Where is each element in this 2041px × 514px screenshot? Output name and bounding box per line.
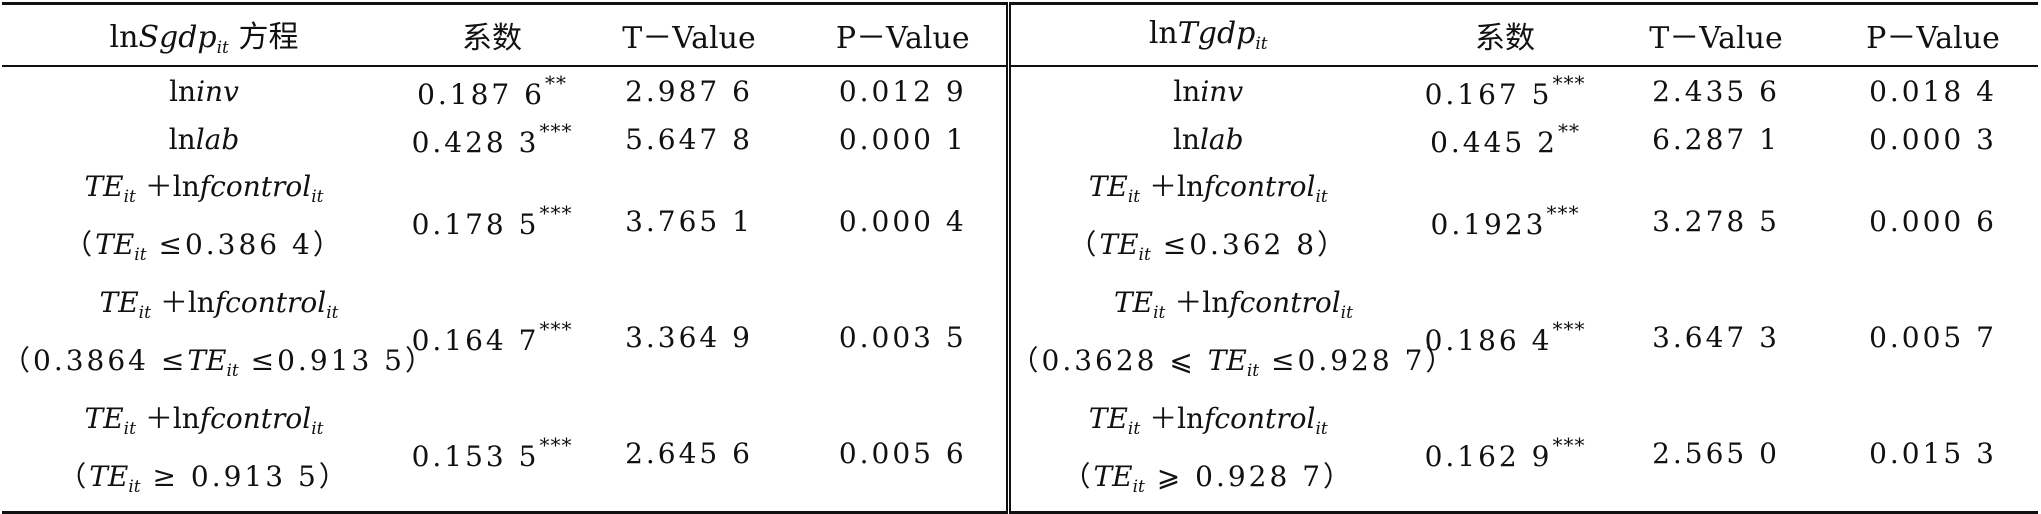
header-left-coef: 系数 [406, 2, 578, 67]
tvalue-cell: 3.647 3 [1652, 320, 1780, 354]
pvalue-cell: 0.005 7 [1869, 320, 1997, 354]
tvalue-cell: 2.987 6 [625, 74, 753, 108]
pvalue-cell: 0.000 1 [800, 115, 1011, 163]
header-left-pvalue: P－Value [800, 2, 1011, 67]
pvalue-cell: 0.015 3 [1828, 395, 2038, 514]
tvalue-cell: 6.287 1 [1652, 122, 1780, 156]
row-label: lninv [169, 74, 239, 108]
tvalue-cell: 2.435 6 [1652, 74, 1780, 108]
tvalue-cell: 5.647 8 [625, 122, 753, 156]
table-row: lninv 0.187 6** 2.987 6 0.012 9 lninv 0.… [2, 66, 2038, 115]
row-label: TEit ＋lnfcontrolit （0.3628 ⩽ TEit ≤0.928… [1010, 286, 1457, 381]
tvalue-cell: 3.765 1 [625, 204, 753, 238]
pvalue-cell: 0.012 9 [800, 66, 1011, 115]
header-row: lnSgdpit 方程 系数 T－Value P－Value lnTgdpit … [2, 2, 2038, 67]
tvalue-cell: 2.565 0 [1604, 395, 1828, 514]
coef-cell: 0.167 5*** [1424, 71, 1586, 111]
header-right-equation: lnTgdpit [1008, 2, 1406, 67]
pvalue-cell: 0.018 4 [1869, 74, 1997, 108]
table-row: lnlab 0.428 3*** 5.647 8 0.000 1 lnlab 0… [2, 115, 2038, 163]
coef-cell: 0.186 4*** [1424, 317, 1586, 357]
table-row: TEit ＋lnfcontrolit （TEit ≥ 0.913 5） 0.15… [2, 395, 2038, 514]
pvalue-cell: 0.000 3 [1869, 122, 1997, 156]
header-right-pvalue: P－Value [1828, 2, 2038, 67]
row-label: TEit ＋lnfcontrolit （TEit ⩾ 0.928 7） [1008, 395, 1406, 514]
coef-cell: 0.153 5*** [406, 395, 578, 514]
row-label: TEit ＋lnfcontrolit （TEit ≥ 0.913 5） [2, 395, 406, 514]
tvalue-cell: 3.278 5 [1652, 204, 1780, 238]
pvalue-cell: 0.000 6 [1869, 204, 1997, 238]
tvalue-cell: 2.645 6 [578, 395, 800, 514]
row-label: TEit ＋lnfcontrolit （0.3864 ≤TEit ≤0.913 … [2, 286, 436, 381]
pvalue-cell: 0.005 6 [800, 395, 1011, 514]
row-label: lnlab [1172, 122, 1244, 156]
coef-cell: 0.164 7*** [411, 317, 573, 357]
table-row: TEit ＋lnfcontrolit （TEit ≤0.386 4） 0.178… [2, 163, 2038, 279]
coef-cell: 0.187 6** [417, 71, 567, 111]
coef-cell: 0.178 5*** [411, 201, 573, 241]
table-row: TEit ＋lnfcontrolit （0.3864 ≤TEit ≤0.913 … [2, 279, 2038, 395]
header-left-equation: lnSgdpit 方程 [2, 2, 406, 67]
coef-cell: 0.1923*** [1430, 201, 1580, 241]
header-right-coef: 系数 [1406, 2, 1604, 67]
coef-cell: 0.162 9*** [1406, 395, 1604, 514]
row-label: TEit ＋lnfcontrolit （TEit ≤0.386 4） [64, 170, 344, 265]
row-label: lnlab [168, 122, 240, 156]
row-label: TEit ＋lnfcontrolit （TEit ≤0.362 8） [1068, 170, 1349, 265]
row-label: lninv [1173, 74, 1244, 108]
pvalue-cell: 0.000 4 [800, 163, 1011, 279]
pvalue-cell: 0.003 5 [800, 279, 1011, 395]
coef-cell: 0.445 2** [1430, 119, 1580, 159]
tvalue-cell: 3.364 9 [625, 320, 753, 354]
header-right-tvalue: T－Value [1604, 2, 1828, 67]
header-left-tvalue: T－Value [578, 2, 800, 67]
coef-cell: 0.428 3*** [411, 119, 573, 159]
